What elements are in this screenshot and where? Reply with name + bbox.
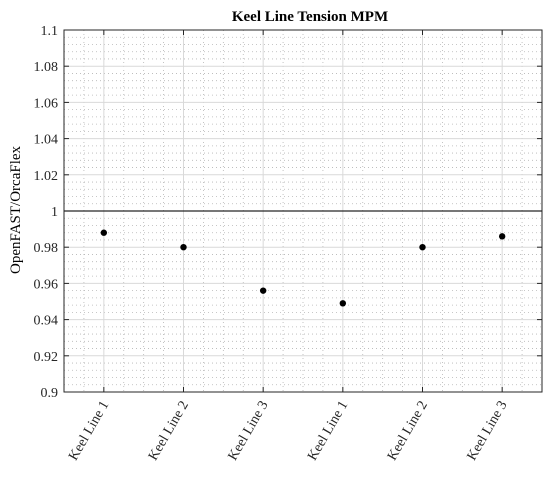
data-point xyxy=(180,244,187,251)
x-tick-label: Keel Line 2 xyxy=(146,399,192,464)
data-point xyxy=(498,233,506,240)
y-tick-label: 0.98 xyxy=(34,241,59,256)
x-tick-label: Keel Line 2 xyxy=(385,399,431,464)
y-tick-label: 1.02 xyxy=(34,169,59,184)
x-tick-label: Keel Line 3 xyxy=(465,399,511,464)
y-tick-label: 0.9 xyxy=(41,386,59,401)
y-tick-label: 1.04 xyxy=(34,133,59,148)
data-point xyxy=(419,244,426,251)
data-point xyxy=(100,229,108,236)
y-tick-label: 1.1 xyxy=(41,24,59,39)
chart-title: Keel Line Tension MPM xyxy=(232,9,388,25)
y-tick-label: 1.08 xyxy=(34,60,59,75)
data-points xyxy=(100,229,506,307)
data-point xyxy=(339,300,347,307)
x-tick-label: Keel Line 1 xyxy=(305,399,351,464)
y-axis-label: OpenFAST/OrcaFlex xyxy=(8,145,24,274)
data-point xyxy=(259,287,267,294)
y-axis-ticks: 0.9 0.92 0.94 0.96 0.98 1 1.02 1.04 1.06 1.08 1.1 xyxy=(34,24,542,401)
x-tick-label: Keel Line 3 xyxy=(226,399,272,464)
y-tick-label: 1.06 xyxy=(34,96,59,111)
y-tick-label: 1 xyxy=(51,205,58,220)
y-tick-label: 0.96 xyxy=(34,277,59,292)
y-tick-label: 0.92 xyxy=(34,350,59,365)
x-tick-label: Keel Line 1 xyxy=(66,399,112,464)
y-tick-label: 0.94 xyxy=(34,314,59,329)
